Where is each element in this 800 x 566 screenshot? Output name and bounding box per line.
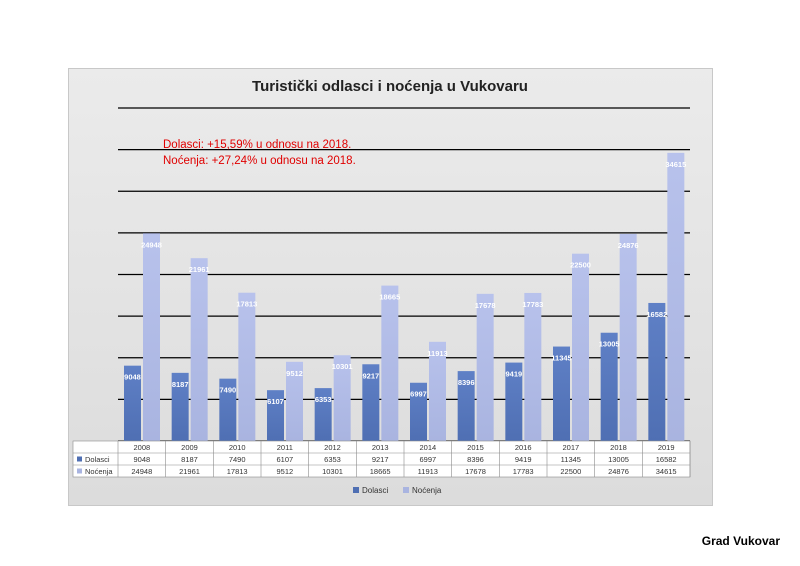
tick-label: 2019 bbox=[658, 443, 675, 452]
tick-label: 2011 bbox=[277, 443, 293, 452]
bar-dolasci bbox=[410, 382, 427, 441]
data-label: 11913 bbox=[427, 349, 447, 358]
data-label: 9048 bbox=[124, 373, 141, 382]
legend-swatch bbox=[353, 487, 359, 493]
bar-dolasci bbox=[267, 390, 284, 441]
bar-nocenja bbox=[667, 152, 685, 441]
bar-dolasci bbox=[648, 302, 666, 441]
bar-dolasci bbox=[171, 372, 189, 441]
data-label: 7490 bbox=[219, 386, 236, 395]
bar-nocenja bbox=[190, 258, 208, 441]
legend-swatch bbox=[403, 487, 409, 493]
bar-nocenja bbox=[143, 233, 160, 441]
tick-label: 2013 bbox=[372, 443, 389, 452]
data-label: 6997 bbox=[410, 390, 427, 399]
table-legend-key bbox=[77, 456, 82, 462]
tick-label: 2014 bbox=[419, 443, 436, 452]
table-cell: 9419 bbox=[515, 455, 532, 464]
annotation-text: Noćenja: +27,24% u odnosu na 2018. bbox=[163, 155, 356, 167]
bar-dolasci bbox=[124, 365, 141, 441]
table-cell: 9048 bbox=[133, 455, 150, 464]
bar-dolasci bbox=[505, 362, 523, 441]
data-label: 24948 bbox=[141, 240, 162, 249]
bar-dolasci bbox=[457, 371, 475, 441]
bar-nocenja bbox=[524, 292, 542, 441]
bar-nocenja bbox=[381, 285, 399, 441]
bar-dolasci bbox=[362, 364, 380, 441]
table-cell: 17783 bbox=[513, 467, 534, 476]
table-cell: 6107 bbox=[276, 455, 293, 464]
table-cell: 6353 bbox=[324, 455, 341, 464]
table-series-label: Dolasci bbox=[85, 455, 110, 464]
tick-label: 2016 bbox=[515, 443, 532, 452]
data-label: 11345 bbox=[551, 354, 571, 363]
table-legend-key bbox=[77, 468, 82, 474]
table-cell: 10301 bbox=[322, 467, 343, 476]
table-cell: 16582 bbox=[656, 455, 677, 464]
data-label: 9217 bbox=[362, 371, 379, 380]
legend-label: Noćenja bbox=[412, 486, 442, 495]
table-cell: 24948 bbox=[131, 467, 152, 476]
data-label: 13005 bbox=[599, 340, 620, 349]
legend-label: Dolasci bbox=[362, 486, 388, 495]
data-label: 17813 bbox=[236, 300, 257, 309]
tick-label: 2018 bbox=[610, 443, 627, 452]
bar-nocenja bbox=[238, 292, 256, 441]
table-cell: 11345 bbox=[561, 455, 581, 464]
bar-nocenja bbox=[572, 253, 589, 441]
tick-label: 2010 bbox=[229, 443, 246, 452]
bar-nocenja bbox=[476, 293, 494, 441]
data-label: 22500 bbox=[570, 261, 591, 270]
table-cell: 24876 bbox=[608, 467, 629, 476]
table-cell: 11913 bbox=[418, 467, 438, 476]
data-label: 18665 bbox=[379, 293, 400, 302]
tick-label: 2012 bbox=[324, 443, 341, 452]
data-label: 8396 bbox=[458, 378, 475, 387]
table-cell: 13005 bbox=[608, 455, 629, 464]
data-label: 10301 bbox=[332, 362, 353, 371]
data-label: 6107 bbox=[267, 397, 284, 406]
table-cell: 7490 bbox=[229, 455, 246, 464]
data-label: 16582 bbox=[646, 310, 667, 319]
chart-svg: Turistički odlasci i noćenja u Vukovaru D… bbox=[72, 78, 691, 495]
bar-dolasci bbox=[553, 346, 570, 441]
table-series-label: Noćenja bbox=[85, 467, 113, 476]
tick-label: 2009 bbox=[181, 443, 198, 452]
data-label: 24876 bbox=[618, 241, 639, 250]
bar-dolasci bbox=[314, 388, 332, 441]
chart-title: Turistički odlasci i noćenja u Vukovaru bbox=[252, 78, 528, 95]
data-label: 9512 bbox=[286, 369, 303, 378]
data-label: 17783 bbox=[522, 300, 543, 309]
data-label: 9419 bbox=[505, 370, 522, 379]
bar-nocenja bbox=[619, 233, 637, 441]
table-cell: 21961 bbox=[179, 467, 200, 476]
data-label: 17678 bbox=[475, 301, 496, 310]
table-cell: 9217 bbox=[372, 455, 389, 464]
tick-label: 2015 bbox=[467, 443, 484, 452]
bar-nocenja bbox=[333, 355, 351, 441]
bar-nocenja bbox=[286, 361, 303, 441]
bar-dolasci bbox=[600, 332, 618, 441]
data-label: 34615 bbox=[665, 160, 686, 169]
table-cell: 17678 bbox=[465, 467, 486, 476]
table-cell: 9512 bbox=[276, 467, 293, 476]
table-cell: 34615 bbox=[656, 467, 677, 476]
table-cell: 8396 bbox=[467, 455, 484, 464]
tick-label: 2008 bbox=[133, 443, 150, 452]
data-label: 8187 bbox=[172, 380, 189, 389]
table-cell: 18665 bbox=[370, 467, 391, 476]
table-cell: 6997 bbox=[419, 455, 436, 464]
table-cell: 17813 bbox=[227, 467, 248, 476]
bar-nocenja bbox=[429, 341, 446, 441]
data-label: 6353 bbox=[315, 395, 332, 404]
bar-dolasci bbox=[219, 378, 237, 441]
annotation-text: Dolasci: +15,59% u odnosu na 2018. bbox=[163, 139, 351, 151]
data-label: 21961 bbox=[189, 265, 210, 274]
table-cell: 22500 bbox=[560, 467, 581, 476]
data-table bbox=[72, 440, 691, 478]
table-cell: 8187 bbox=[181, 455, 198, 464]
tick-label: 2017 bbox=[562, 443, 579, 452]
credit-label: Grad Vukovar bbox=[701, 534, 780, 548]
